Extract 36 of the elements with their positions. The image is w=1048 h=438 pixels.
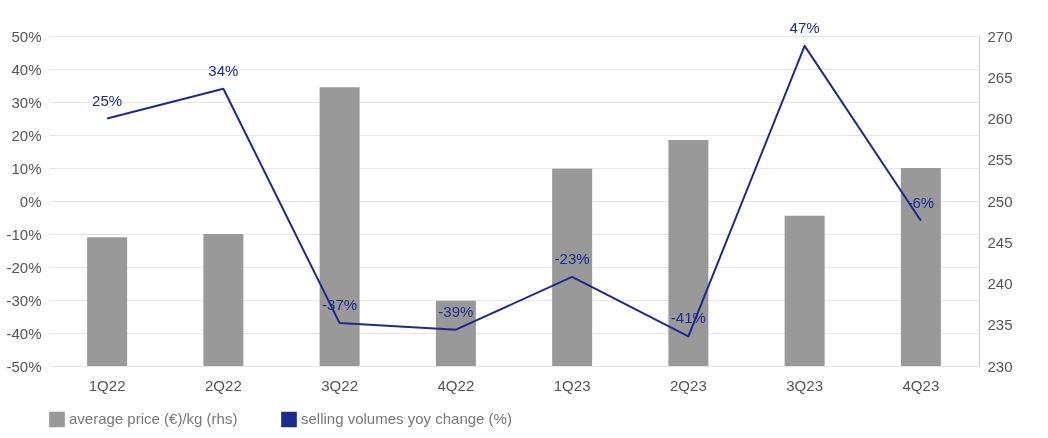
data-label: -6% — [907, 193, 935, 211]
x-tick-label: 1Q22 — [88, 376, 126, 394]
y-tick-label: -40% — [6, 324, 42, 342]
y-tick-label: 30% — [11, 93, 42, 111]
x-tick-label: 3Q23 — [786, 376, 823, 394]
x-tick-label: 2Q22 — [205, 376, 242, 394]
x-tick-label: 1Q23 — [553, 376, 591, 394]
y-tick-label: 20% — [11, 126, 42, 144]
y-tick-label: 0% — [19, 192, 42, 210]
y-tick-label: 10% — [11, 159, 42, 177]
y-tick-label: 40% — [11, 60, 42, 78]
y2-tick-label: 245 — [987, 233, 1013, 251]
x-tick-label: 3Q22 — [321, 376, 358, 394]
legend-label: selling volumes yoy change (%) — [301, 410, 512, 428]
y2-tick-label: 240 — [987, 275, 1013, 292]
y2-tick-label: 265 — [987, 68, 1013, 86]
y2-tick-label: 230 — [987, 357, 1013, 375]
y-tick-label: 50% — [11, 27, 42, 45]
data-label: -39% — [438, 302, 474, 320]
x-tick-label: 4Q23 — [902, 376, 940, 394]
legend-label: average price (€)/kg (rhs) — [69, 410, 238, 428]
y-tick-label: -10% — [6, 225, 42, 243]
y2-tick-label: 260 — [987, 110, 1013, 127]
data-label: 34% — [208, 61, 239, 79]
y-tick-label: -30% — [6, 291, 42, 309]
data-label: -23% — [554, 249, 590, 267]
y2-tick-label: 250 — [987, 192, 1013, 210]
data-label: 25% — [92, 91, 123, 109]
y-tick-label: -20% — [6, 258, 42, 276]
y2-tick-label: 270 — [987, 27, 1013, 45]
x-tick-label: 4Q22 — [437, 376, 475, 394]
data-label: 47% — [789, 18, 820, 36]
y2-tick-label: 255 — [987, 151, 1013, 169]
y2-tick-label: 235 — [987, 316, 1013, 334]
x-tick-label: 2Q23 — [670, 376, 707, 394]
y-tick-label: -50% — [6, 357, 42, 375]
